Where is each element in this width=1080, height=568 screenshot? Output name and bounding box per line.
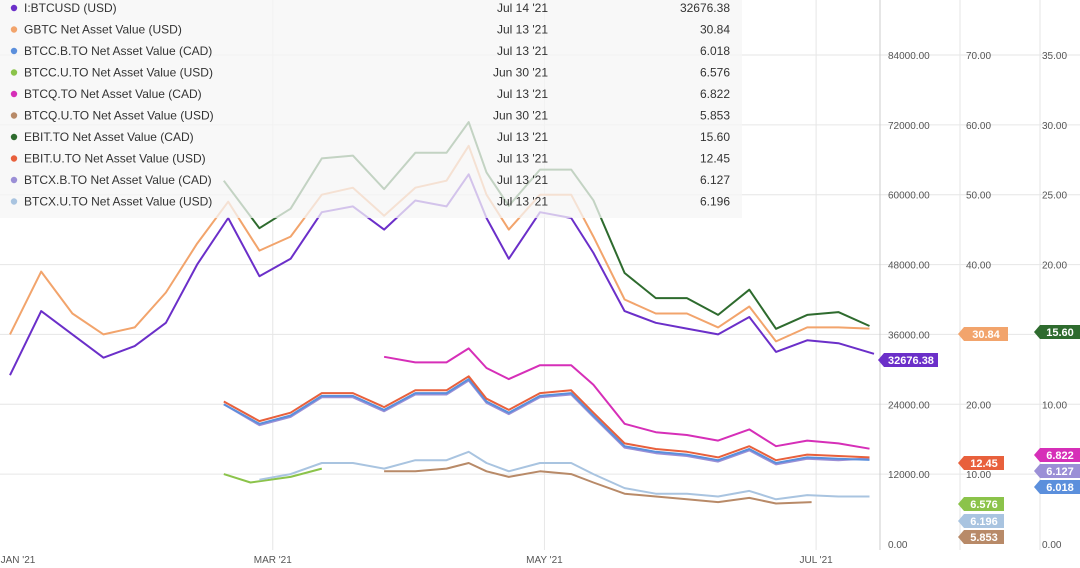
value-badge — [1034, 448, 1080, 462]
legend-date: Jun 30 '21 — [493, 109, 548, 123]
y-tick-label: 0.00 — [888, 540, 908, 551]
value-badge-label: 5.853 — [970, 532, 998, 544]
value-badge-label: 6.127 — [1046, 466, 1074, 478]
legend-label: EBIT.U.TO Net Asset Value (USD) — [24, 152, 206, 166]
y-tick-label: 60.00 — [966, 121, 991, 132]
y-tick-label: 84000.00 — [888, 51, 930, 62]
legend-label: GBTC Net Asset Value (USD) — [24, 23, 182, 37]
value-badge-label: 6.196 — [970, 516, 998, 528]
y-tick-label: 0.00 — [1042, 540, 1062, 551]
x-tick-label: JAN '21 — [1, 555, 36, 566]
value-badge-label: 12.45 — [970, 458, 998, 470]
value-badge — [1034, 325, 1080, 339]
legend-value: 5.853 — [700, 109, 730, 123]
y-tick-label: 24000.00 — [888, 400, 930, 411]
legend-label: I:BTCUSD (USD) — [24, 1, 117, 15]
legend: I:BTCUSD (USD) Jul 14 '21 32676.38 GBTC Net… — [0, 0, 742, 218]
value-badge — [958, 497, 1004, 511]
value-badge — [958, 530, 1004, 544]
legend-value: 6.196 — [700, 195, 730, 209]
legend-value: 32676.38 — [680, 1, 730, 15]
value-badge — [878, 353, 938, 367]
legend-label: BTCQ.U.TO Net Asset Value (USD) — [24, 109, 214, 123]
legend-date: Jul 13 '21 — [497, 23, 548, 37]
legend-label: BTCQ.TO Net Asset Value (CAD) — [24, 87, 202, 101]
y-tick-label: 50.00 — [966, 191, 991, 202]
y-tick-label: 60000.00 — [888, 191, 930, 202]
series-line — [223, 379, 870, 466]
legend-date: Jul 13 '21 — [497, 152, 548, 166]
legend-value: 6.576 — [700, 66, 730, 80]
legend-value: 6.822 — [700, 87, 730, 101]
legend-marker — [10, 155, 18, 162]
y-tick-label: 40.00 — [966, 261, 991, 272]
legend-marker — [10, 198, 18, 205]
legend-date: Jul 14 '21 — [497, 1, 548, 15]
legend-date: Jul 13 '21 — [497, 87, 548, 101]
y-tick-label: 25.00 — [1042, 191, 1067, 202]
value-badge-label: 32676.38 — [888, 355, 934, 367]
y-tick-label: 36000.00 — [888, 330, 930, 341]
value-badge — [958, 327, 1008, 341]
series-line — [259, 450, 870, 501]
legend-background — [0, 0, 742, 218]
y-axis-btc: 0.00 12000.00 24000.00 36000.00 48000.00 6000… — [888, 51, 930, 551]
legend-value: 6.127 — [700, 173, 730, 187]
legend-marker — [10, 4, 18, 12]
value-badge-label: 6.018 — [1046, 482, 1074, 494]
legend-label: EBIT.TO Net Asset Value (CAD) — [24, 130, 194, 144]
legend-marker — [10, 47, 18, 55]
legend-value: 12.45 — [700, 152, 730, 166]
y-tick-label: 10.00 — [1042, 400, 1067, 411]
legend-date: Jul 13 '21 — [497, 195, 548, 209]
series-line — [223, 467, 323, 484]
legend-marker — [10, 112, 18, 119]
legend-marker — [10, 133, 18, 141]
y-tick-label: 35.00 — [1042, 51, 1067, 62]
series-line — [383, 347, 870, 450]
value-badge-label: 6.576 — [970, 499, 998, 511]
series-line — [223, 375, 870, 462]
x-axis: JAN '21 MAR '21 MAY '21 JUL '21 — [1, 555, 833, 566]
series-line — [384, 462, 812, 505]
legend-marker — [10, 176, 18, 184]
series-line — [223, 378, 870, 464]
legend-value: 15.60 — [700, 130, 730, 144]
value-badge-label: 15.60 — [1046, 327, 1074, 339]
x-tick-label: MAR '21 — [254, 555, 292, 566]
y-tick-label: 12000.00 — [888, 470, 930, 481]
y-tick-label: 30.00 — [1042, 121, 1067, 132]
legend-value: 6.018 — [700, 44, 730, 58]
y-tick-label: 72000.00 — [888, 121, 930, 132]
legend-date: Jul 13 '21 — [497, 173, 548, 187]
x-tick-label: JUL '21 — [799, 555, 833, 566]
legend-marker — [10, 26, 18, 33]
legend-value: 30.84 — [700, 23, 730, 37]
value-badge — [958, 514, 1004, 528]
legend-date: Jul 13 '21 — [497, 44, 548, 58]
legend-label: BTCC.U.TO Net Asset Value (USD) — [24, 66, 213, 80]
value-badge — [958, 456, 1004, 470]
value-badges: 32676.38 30.84 6.018 6.576 6.822 5.853 15.60 12… — [878, 325, 1080, 544]
x-tick-label: MAY '21 — [526, 555, 563, 566]
y-tick-label: 70.00 — [966, 51, 991, 62]
legend-date: Jun 30 '21 — [493, 66, 548, 80]
value-badge-label: 6.822 — [1046, 450, 1074, 462]
legend-label: BTCX.U.TO Net Asset Value (USD) — [24, 195, 212, 209]
legend-marker — [10, 69, 18, 76]
legend-label: BTCX.B.TO Net Asset Value (CAD) — [24, 173, 212, 187]
value-badge-label: 30.84 — [972, 329, 1000, 341]
value-badge — [1034, 480, 1080, 494]
legend-marker — [10, 90, 18, 98]
y-tick-label: 48000.00 — [888, 261, 930, 272]
y-tick-label: 10.00 — [966, 470, 991, 481]
legend-date: Jul 13 '21 — [497, 130, 548, 144]
y-tick-label: 20.00 — [1042, 261, 1067, 272]
legend-label: BTCC.B.TO Net Asset Value (CAD) — [24, 44, 212, 58]
y-tick-label: 20.00 — [966, 400, 991, 411]
value-badge — [1034, 464, 1080, 478]
